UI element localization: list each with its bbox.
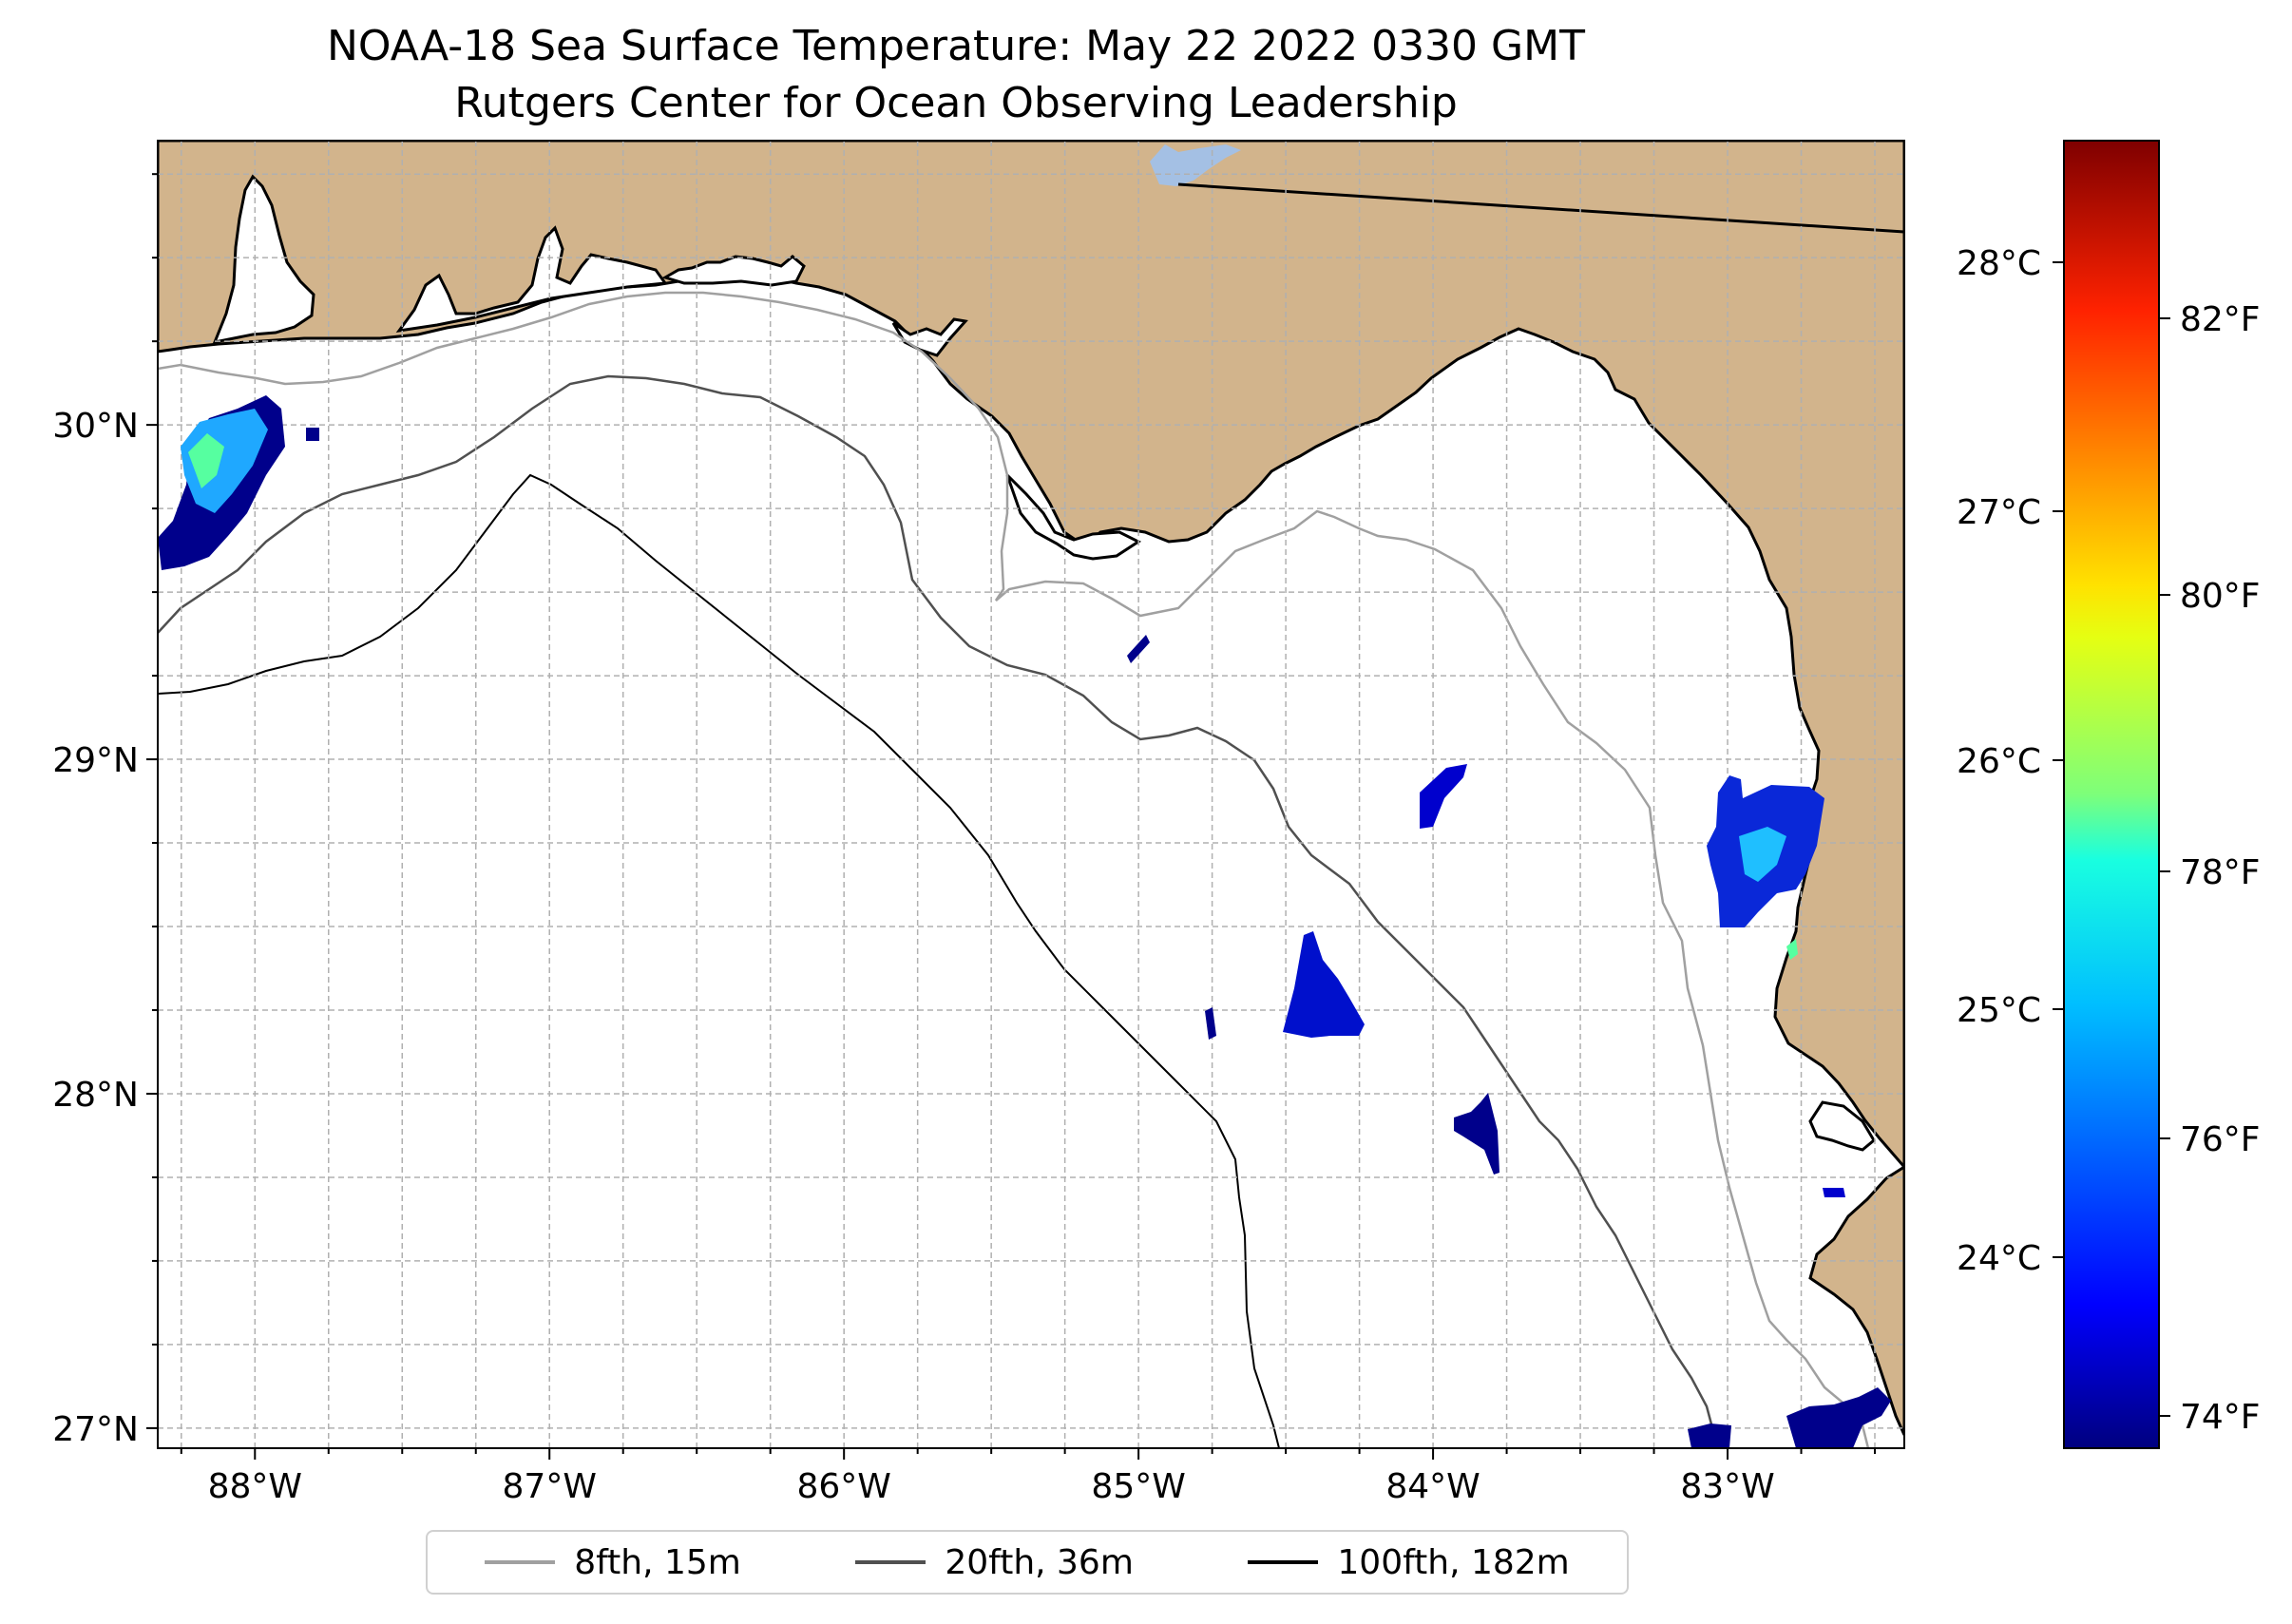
lon-tick-label: 85°W (1091, 1467, 1185, 1506)
legend-item-8fth: 8fth, 15m (485, 1543, 741, 1582)
legend-item-100fth: 100fth, 182m (1248, 1542, 1570, 1582)
legend-item-20fth: 20fth, 36m (855, 1543, 1134, 1582)
legend-line-20fth (855, 1560, 926, 1564)
lat-tick-label: 27°N (52, 1410, 139, 1449)
contour-100fth (158, 473, 1280, 1448)
longitude-axis: 88°W 87°W 86°W 85°W 84°W 83°W (180, 1448, 1877, 1506)
lake (1150, 144, 1241, 186)
colorbar-fahrenheit-axis: 82°F 80°F 78°F 76°F 74°F (2159, 300, 2261, 1437)
choctawhatchee-bay (661, 255, 806, 287)
mobile-bay (212, 174, 315, 345)
map-frame (157, 140, 1905, 1449)
celsius-tick-label: 26°C (1957, 742, 2041, 781)
sst-patch-mid-2 (1420, 764, 1467, 829)
legend-line-8fth (485, 1560, 556, 1564)
sst-patch-coast-2 (1823, 1188, 1845, 1197)
colorbar-celsius-axis: 28°C 27°C 26°C 25°C 24°C (1957, 244, 2064, 1278)
sst-patch-mid-1 (1127, 635, 1150, 663)
tampa-bay (1808, 1100, 1876, 1152)
lon-tick-label: 86°W (796, 1467, 890, 1506)
sst-patch-west-green (188, 433, 224, 488)
celsius-tick-label: 28°C (1957, 244, 2041, 283)
sst-patch-mid-5 (1454, 1093, 1499, 1175)
sst-patch-west-small (306, 428, 319, 441)
legend-line-100fth (1248, 1560, 1319, 1564)
contour-8fth (158, 291, 1870, 1448)
legend-label-20fth: 20fth, 36m (945, 1542, 1134, 1582)
contour-legend: 8fth, 15m 20fth, 36m 100fth, 182m (426, 1530, 1629, 1595)
map-subtitle: Rutgers Center for Ocean Observing Leade… (454, 79, 1458, 127)
colorbar (2063, 140, 2160, 1449)
state-boundary (1177, 182, 1904, 234)
sst-patch-south (1786, 1387, 1891, 1448)
legend-label-100fth: 100fth, 182m (1337, 1542, 1570, 1582)
sst-patch-mid-4 (1205, 1007, 1216, 1040)
pensacola-bay (395, 225, 668, 334)
fahrenheit-tick-label: 80°F (2180, 577, 2261, 616)
lon-tick-label: 84°W (1385, 1467, 1480, 1506)
latitude-axis: 30°N 29°N 28°N 27°N (52, 173, 158, 1449)
celsius-tick-label: 27°C (1957, 493, 2041, 532)
lon-tick-label: 87°W (503, 1467, 597, 1506)
graticule (158, 141, 1904, 1448)
lat-tick-label: 29°N (52, 741, 139, 780)
fahrenheit-tick-label: 78°F (2180, 853, 2261, 892)
celsius-tick-label: 24°C (1957, 1239, 2041, 1278)
legend-label-8fth: 8fth, 15m (574, 1542, 741, 1582)
sst-patch-coast-1 (1786, 939, 1798, 960)
sst-patch-south-2 (1688, 1423, 1731, 1448)
sst-patch-mid-3 (1283, 931, 1365, 1038)
sst-patches (158, 395, 1891, 1448)
fahrenheit-tick-label: 76°F (2180, 1120, 2261, 1159)
lat-tick-label: 30°N (52, 407, 139, 446)
sst-patch-east-warm (1739, 827, 1786, 882)
lon-tick-label: 83°W (1680, 1467, 1774, 1506)
fahrenheit-tick-label: 82°F (2180, 300, 2261, 339)
celsius-tick-label: 25°C (1957, 991, 2041, 1030)
map-title: NOAA-18 Sea Surface Temperature: May 22 … (327, 22, 1585, 70)
lon-tick-label: 88°W (208, 1467, 302, 1506)
lat-tick-label: 28°N (52, 1076, 139, 1115)
fahrenheit-tick-label: 74°F (2180, 1398, 2261, 1437)
